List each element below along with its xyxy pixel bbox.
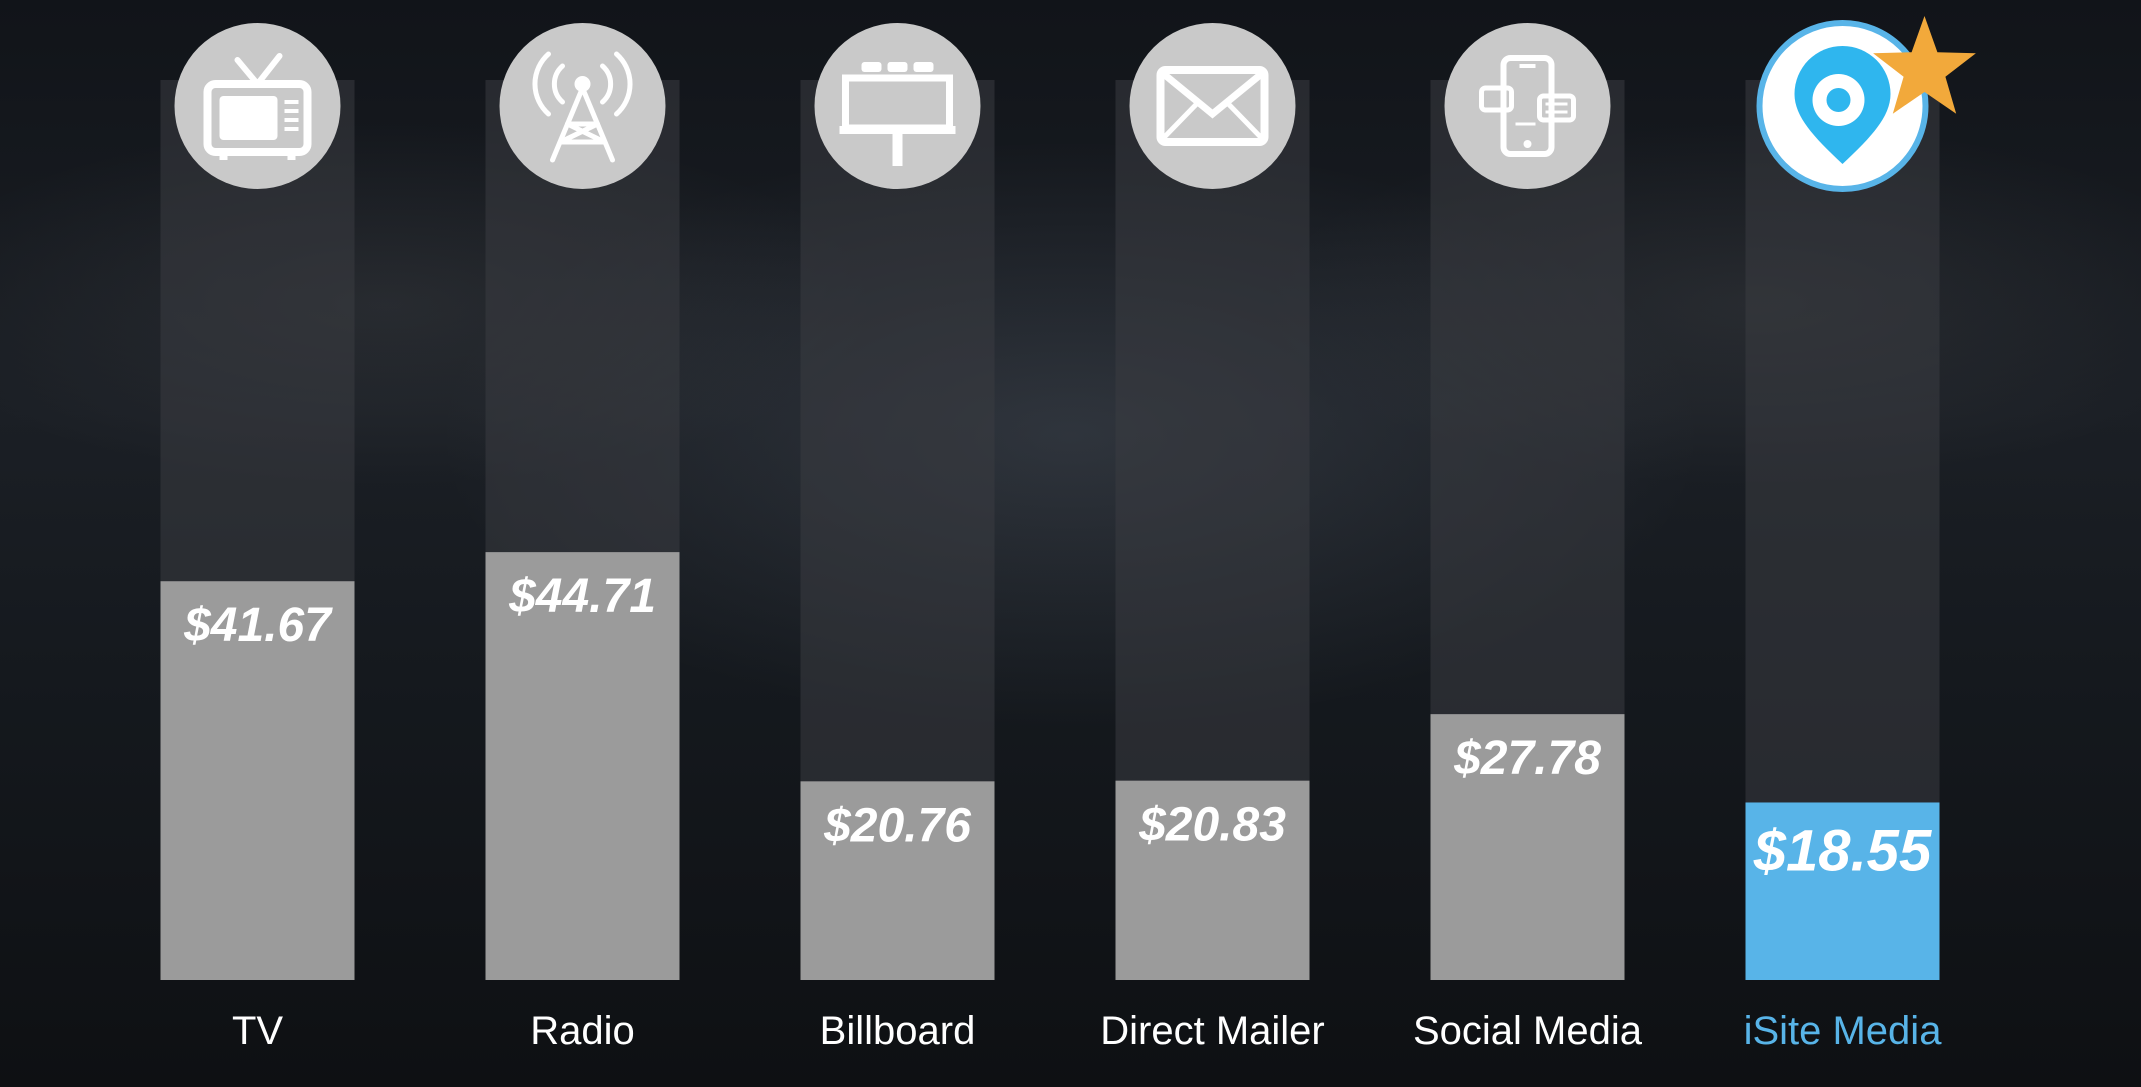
data-label: $18.55	[1753, 818, 1932, 883]
data-label: $20.83	[1138, 799, 1286, 852]
data-label: $20.76	[823, 799, 971, 852]
star-icon	[1873, 16, 1976, 114]
smartphone-icon	[1444, 23, 1611, 189]
category-label: Social Media	[1413, 1009, 1643, 1053]
tv-icon	[174, 23, 341, 189]
category-label: TV	[232, 1009, 283, 1053]
bar-social-media	[1430, 714, 1625, 980]
bar-billboard	[800, 781, 995, 980]
map-pin-icon	[1756, 20, 1929, 192]
data-label: $41.67	[183, 599, 333, 652]
bar-radio	[485, 552, 680, 980]
bar-direct-mailer	[1115, 780, 1310, 980]
category-label: Billboard	[820, 1009, 976, 1053]
bar-tv	[160, 581, 355, 980]
data-label: $44.71	[508, 570, 656, 623]
data-label: $27.78	[1453, 732, 1601, 785]
bar-isite-media	[1745, 802, 1940, 980]
category-label: iSite Media	[1744, 1009, 1943, 1053]
billboard-icon	[814, 23, 981, 189]
category-label: Radio	[530, 1009, 635, 1053]
category-label: Direct Mailer	[1100, 1009, 1324, 1053]
radio-tower-icon	[499, 23, 666, 189]
envelope-icon	[1129, 23, 1296, 189]
